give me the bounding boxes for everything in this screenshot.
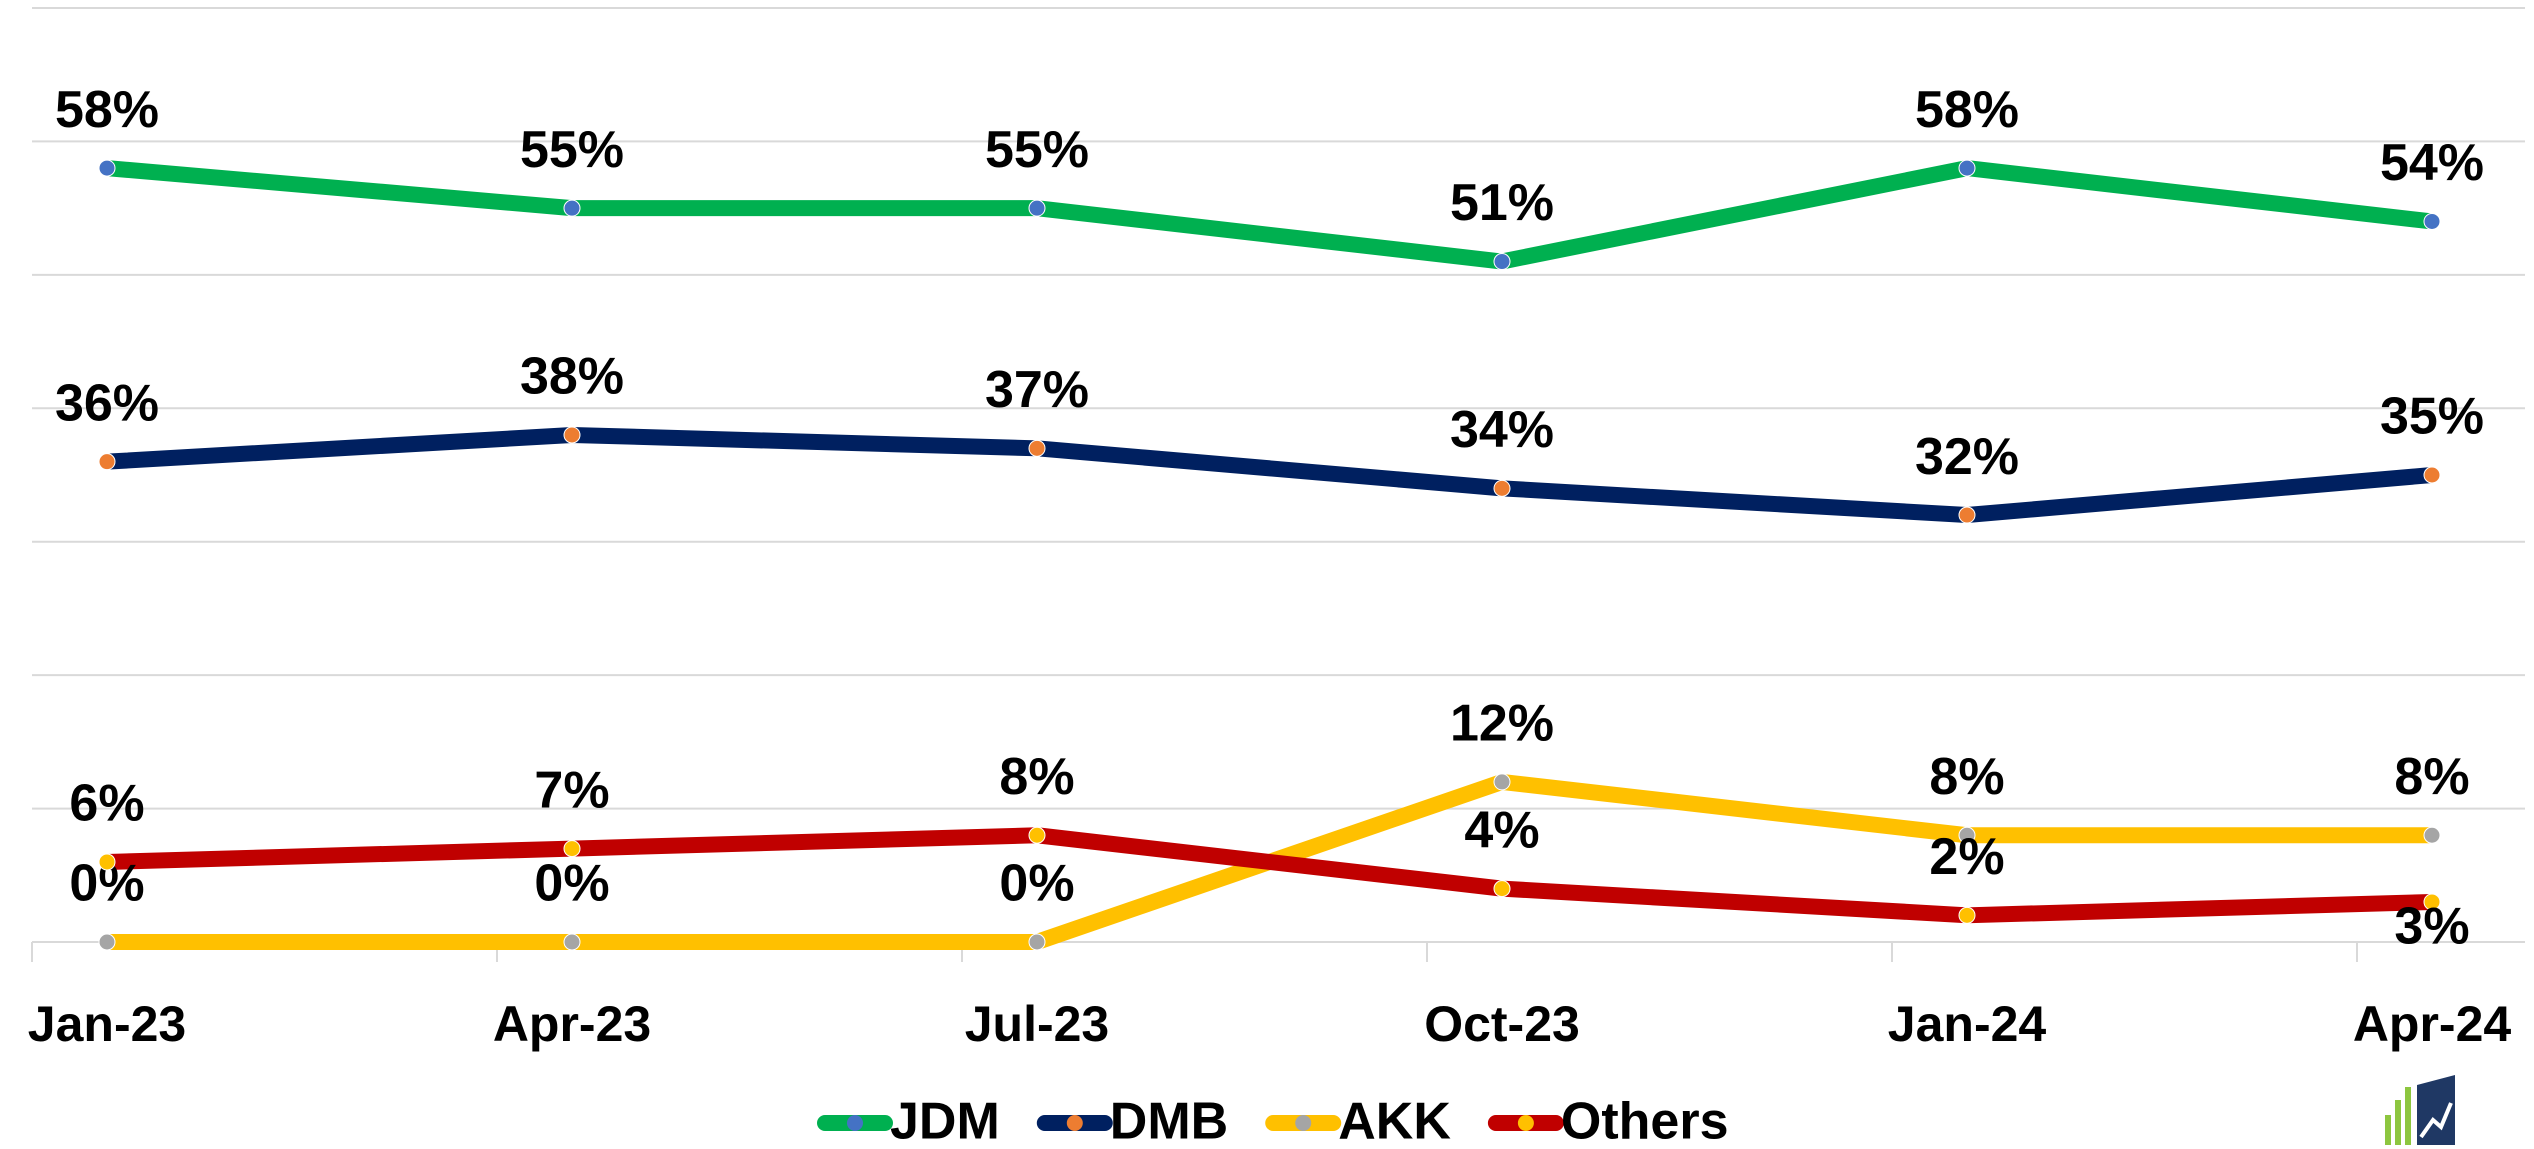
point-marker	[563, 840, 581, 858]
x-tick-label: Jan-23	[28, 996, 186, 1052]
legend-item: Others	[1487, 1093, 1729, 1149]
x-tick-label: Apr-24	[2353, 996, 2512, 1052]
data-label: 8%	[1929, 748, 2004, 806]
legend-label: JDM	[890, 1093, 1000, 1149]
point-marker	[1493, 253, 1511, 271]
legend-item: AKK	[1265, 1093, 1451, 1149]
point-marker	[1493, 479, 1511, 497]
point-marker	[98, 853, 116, 871]
legend-label: AKK	[1338, 1093, 1451, 1149]
point-marker	[563, 933, 581, 951]
data-label: 55%	[985, 121, 1089, 179]
point-marker	[1028, 439, 1046, 457]
x-tick-label: Jan-24	[1888, 996, 2047, 1052]
x-tick-label: Jul-23	[965, 996, 1110, 1052]
data-label: 7%	[534, 761, 609, 819]
point-marker	[1958, 159, 1976, 177]
point-marker	[563, 199, 581, 217]
legend-label: Others	[1561, 1093, 1729, 1149]
point-marker	[98, 933, 116, 951]
point-marker	[1958, 506, 1976, 524]
logo-bar	[2395, 1100, 2401, 1145]
data-label: 58%	[1915, 81, 2019, 139]
point-marker	[1958, 906, 1976, 924]
point-marker	[1493, 773, 1511, 791]
data-label: 51%	[1450, 174, 1554, 232]
data-label: 34%	[1450, 401, 1554, 459]
legend-marker	[847, 1115, 863, 1131]
point-marker	[1493, 880, 1511, 898]
data-label: 55%	[520, 121, 624, 179]
legend-marker	[1295, 1115, 1312, 1131]
data-label: 8%	[2394, 748, 2469, 806]
legend-label: DMB	[1110, 1093, 1228, 1149]
point-marker	[1028, 933, 1046, 951]
point-marker	[1028, 826, 1046, 844]
legend-item: DMB	[1036, 1093, 1228, 1149]
data-label: 3%	[2394, 898, 2469, 956]
data-label: 54%	[2380, 134, 2484, 192]
data-label: 38%	[520, 348, 624, 406]
point-marker	[2423, 826, 2441, 844]
point-marker	[2423, 893, 2441, 911]
point-marker	[1028, 199, 1046, 217]
data-label: 4%	[1464, 801, 1539, 859]
data-label: 6%	[69, 775, 144, 833]
data-label: 0%	[999, 855, 1074, 913]
data-label: 35%	[2380, 388, 2484, 446]
point-marker	[2423, 466, 2441, 484]
logo	[2385, 1075, 2455, 1145]
x-tick-label: Apr-23	[493, 996, 651, 1052]
data-label: 12%	[1450, 695, 1554, 753]
data-label: 8%	[999, 748, 1074, 806]
legend-item: JDM	[817, 1093, 1000, 1149]
logo-bar	[2405, 1087, 2411, 1145]
x-tick-label: Oct-23	[1424, 996, 1580, 1052]
data-label: 37%	[985, 361, 1089, 419]
logo-arrow	[2419, 1102, 2453, 1139]
legend-marker	[1517, 1115, 1534, 1131]
data-label: 0%	[534, 855, 609, 913]
series-line	[99, 426, 2440, 524]
point-marker	[1958, 826, 1976, 844]
legend-marker	[1066, 1115, 1083, 1131]
point-marker	[563, 426, 581, 444]
point-marker	[2423, 212, 2441, 230]
series-line	[99, 827, 2440, 924]
point-marker	[98, 159, 116, 177]
logo-bar	[2385, 1115, 2391, 1145]
data-label: 58%	[55, 81, 159, 139]
point-marker	[98, 453, 116, 471]
data-label: 36%	[55, 374, 159, 432]
series-line	[99, 160, 2440, 270]
data-label: 32%	[1915, 428, 2019, 486]
data-label: 2%	[1929, 828, 2004, 886]
